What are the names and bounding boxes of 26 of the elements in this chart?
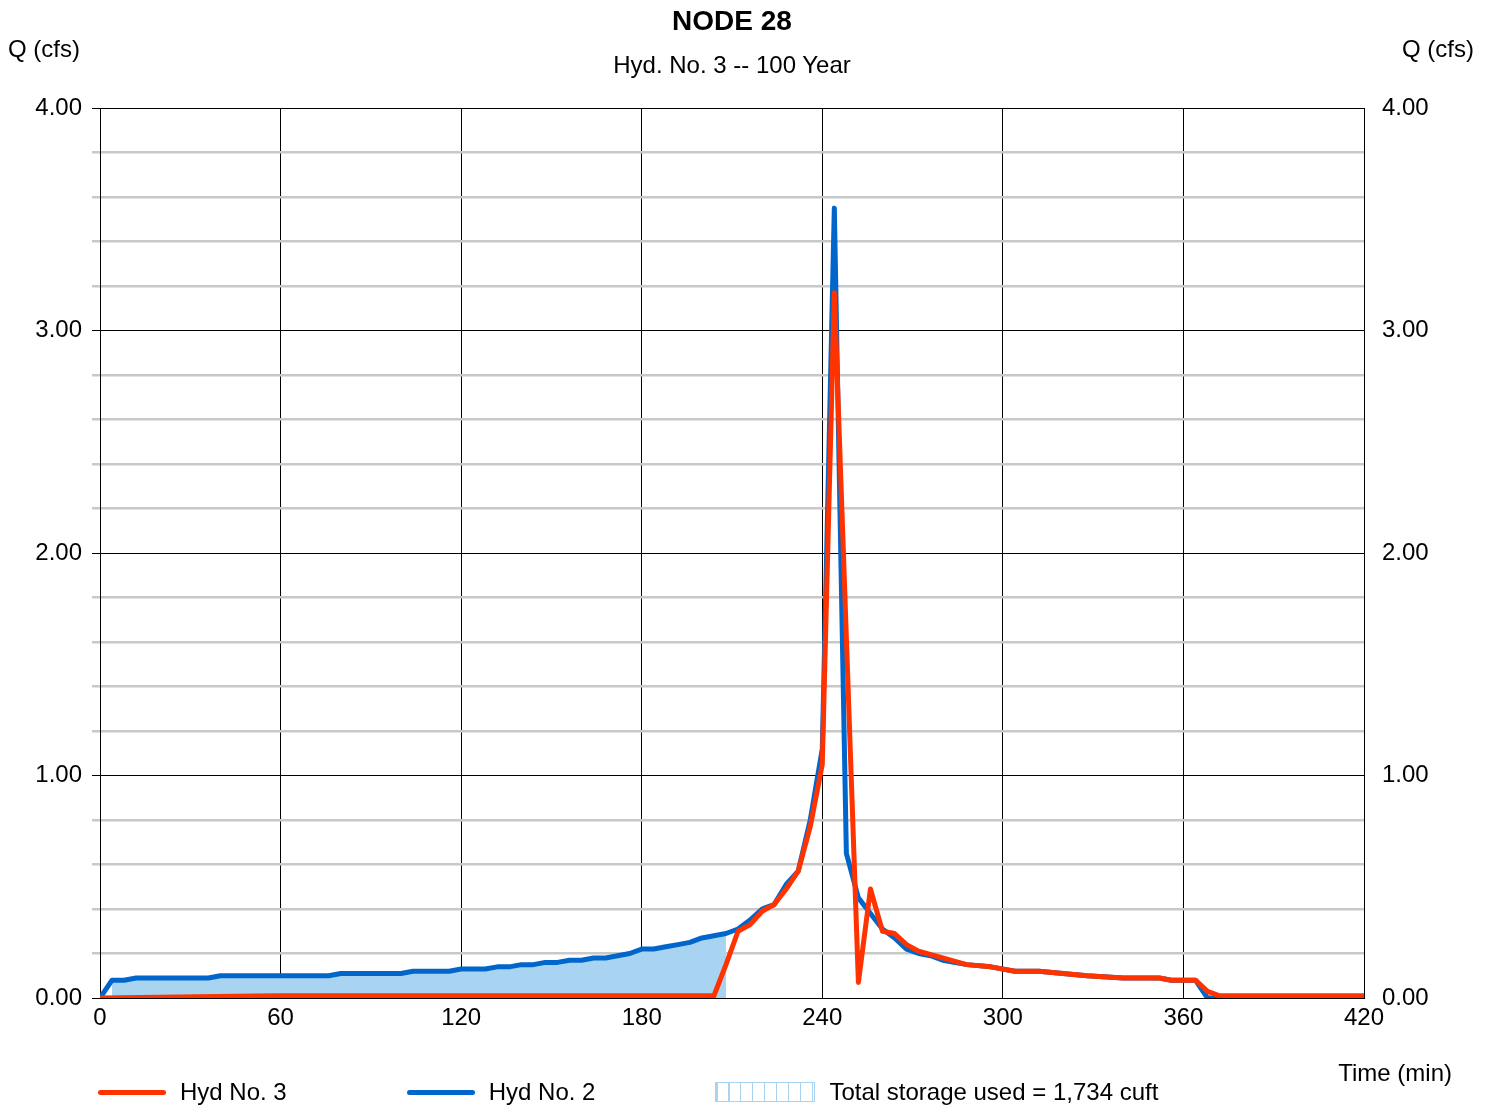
y2-axis-title: Q (cfs) — [1402, 35, 1474, 62]
y2-tick-label: 3.00 — [1382, 315, 1429, 343]
legend-label: Total storage used = 1,734 cuft — [829, 1078, 1159, 1106]
y2-tick-label: 2.00 — [1382, 537, 1429, 565]
y-axis-title: Q (cfs) — [8, 35, 80, 62]
x-tick-label: 300 — [982, 1003, 1023, 1031]
x-tick-label: 240 — [802, 1003, 843, 1031]
y-tick-label: 1.00 — [35, 760, 82, 788]
x-tick-label: 180 — [621, 1003, 662, 1031]
chart-title: NODE 28 — [672, 5, 792, 36]
chart-subtitle: Hyd. No. 3 -- 100 Year — [613, 51, 851, 78]
y-tick-label: 2.00 — [35, 537, 82, 565]
y-tick-label: 3.00 — [35, 315, 82, 343]
y-tick-label: 4.00 — [35, 92, 82, 120]
y2-tick-label: 0.00 — [1382, 982, 1429, 1010]
x-tick-label: 60 — [267, 1003, 294, 1031]
y-tick-label: 0.00 — [35, 982, 82, 1010]
x-tick-label: 360 — [1163, 1003, 1204, 1031]
legend-label: Hyd No. 3 — [180, 1078, 287, 1106]
legend-label: Hyd No. 2 — [488, 1078, 596, 1106]
x-tick-label: 0 — [93, 1003, 107, 1031]
x-axis-title: Time (min) — [1338, 1059, 1452, 1086]
y2-tick-label: 1.00 — [1382, 760, 1429, 788]
x-tick-label: 120 — [441, 1003, 482, 1031]
x-tick-label: 420 — [1343, 1003, 1385, 1031]
y2-tick-label: 4.00 — [1382, 92, 1429, 120]
